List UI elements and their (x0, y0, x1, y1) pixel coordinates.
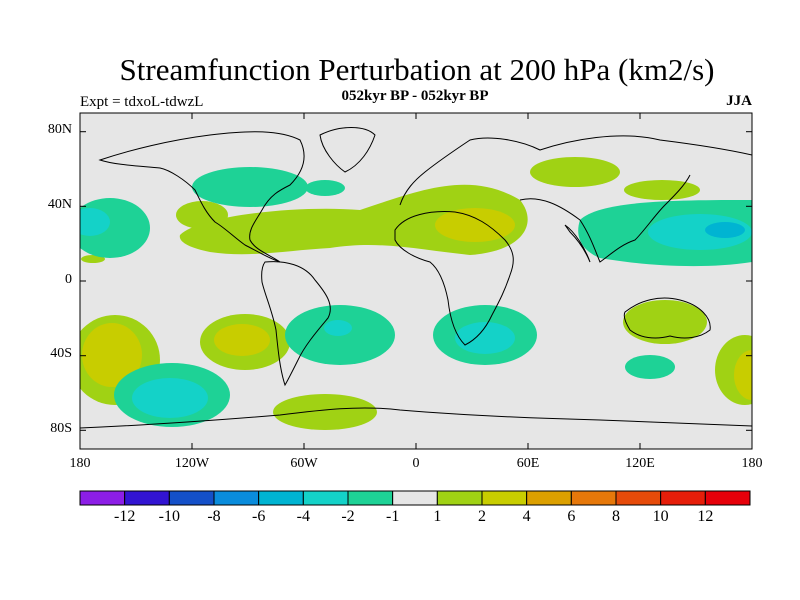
colorbar-swatch (347, 490, 394, 506)
contour-region (623, 300, 707, 344)
lat-tick-label: 0 (65, 272, 72, 287)
colorbar-swatch (481, 490, 528, 506)
colorbar-swatch (79, 490, 126, 506)
contour-region (176, 201, 228, 229)
lat-tick-label: 40N (47, 197, 72, 212)
contour-region (179, 184, 528, 255)
coastline-europe (399, 135, 752, 206)
coastline-asia (519, 174, 691, 263)
contour-region (132, 378, 208, 418)
lon-tick-label: 60E (516, 456, 540, 471)
contour-region (81, 255, 105, 263)
contour-region (625, 355, 675, 379)
colorbar-label: 10 (652, 508, 669, 525)
contour-region (624, 180, 700, 200)
colorbar-label: -4 (296, 508, 310, 525)
coastlines (80, 127, 752, 429)
colorbar-swatch (660, 490, 706, 506)
colorbar-label: -10 (158, 508, 180, 525)
lon-tick-label: 120E (625, 456, 655, 471)
season-label: JJA (726, 93, 752, 109)
coastline-africa (394, 211, 514, 346)
colorbar-label: -1 (385, 508, 400, 525)
contour-region (192, 167, 308, 207)
lon-tick-label: 180 (741, 456, 763, 471)
lat-tick-label: 40S (50, 346, 72, 361)
colorbar-label: -6 (251, 508, 266, 525)
contour-region (705, 222, 745, 238)
contour-region (734, 350, 752, 400)
colorbar-label: -8 (207, 508, 221, 525)
contour-fills (80, 157, 752, 430)
coastline-greenland (319, 127, 376, 173)
colorbar-swatch (392, 490, 438, 506)
colorbar-swatch (168, 490, 215, 506)
map-title: Streamfunction Perturbation at 200 hPa (… (119, 52, 715, 87)
contour-region (530, 157, 620, 187)
lon-tick-label: 60W (290, 456, 318, 471)
contour-region (214, 324, 270, 356)
contour-region (305, 180, 345, 196)
colorbar-label: 8 (612, 508, 620, 525)
colorbar-swatch (258, 490, 304, 506)
lat-tick-label: 80S (50, 421, 72, 436)
lon-tick-label: 180 (69, 456, 91, 471)
coastline-south-america (261, 261, 331, 387)
colorbar-swatch (213, 490, 260, 506)
contour-region (273, 394, 377, 430)
coastline-north-america (98, 131, 305, 263)
coastline-antarctica (80, 407, 752, 429)
colorbar-swatch (704, 490, 751, 506)
experiment-label: Expt = tdxoL-tdwzL (80, 94, 204, 110)
axis-ticks (80, 113, 752, 449)
lon-tick-label: 0 (412, 456, 420, 471)
contour-region (435, 208, 515, 242)
contour-region (324, 320, 352, 336)
colorbar-swatch (615, 490, 662, 506)
colorbar-swatch (302, 490, 349, 506)
map-frame (79, 112, 753, 450)
colorbar-label: -2 (341, 508, 355, 525)
contour-region (455, 322, 515, 354)
coastline-india (564, 224, 591, 263)
colorbar-swatch (124, 490, 170, 506)
colorbar-label: 2 (478, 508, 486, 525)
map-subtitle: 052kyr BP - 052kyr BP (341, 88, 489, 104)
contour-region (80, 208, 110, 236)
colorbar (79, 490, 751, 506)
colorbar-label: 12 (697, 508, 714, 525)
colorbar-label: 6 (567, 508, 576, 525)
contour-region (82, 323, 142, 387)
colorbar-label: 1 (433, 508, 442, 525)
colorbar-label: -12 (113, 508, 136, 525)
lat-tick-label: 80N (47, 122, 72, 137)
colorbar-label: 4 (522, 508, 531, 525)
coastline-australia (623, 297, 711, 339)
colorbar-swatch (436, 490, 483, 506)
lon-tick-label: 120W (174, 456, 210, 471)
colorbar-swatch (570, 490, 617, 506)
colorbar-swatch (526, 490, 572, 506)
